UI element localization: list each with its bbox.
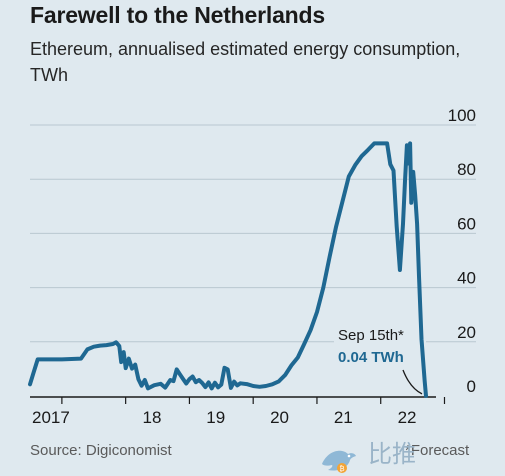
x-tick-label: 18 bbox=[143, 408, 162, 427]
bird-logo-icon: ₿ bbox=[322, 450, 356, 473]
x-tick-label: 21 bbox=[334, 408, 353, 427]
y-tick-label: 100 bbox=[448, 106, 476, 125]
source-note: Source: Digiconomist bbox=[30, 442, 172, 459]
y-tick-label: 0 bbox=[467, 377, 476, 396]
y-tick-label: 80 bbox=[457, 160, 476, 179]
annotation-leader-line bbox=[402, 369, 423, 395]
x-tick-label: 2017 bbox=[32, 408, 70, 427]
forecast-note: *Forecast bbox=[405, 442, 470, 459]
chart-subtitle: Ethereum, annualised estimated energy co… bbox=[30, 39, 461, 85]
watermark-text: 比推 bbox=[368, 440, 416, 468]
annotation-date: Sep 15th* bbox=[338, 327, 404, 344]
series-line bbox=[28, 141, 428, 398]
y-tick-label: 60 bbox=[457, 214, 476, 233]
annotation-backdrop bbox=[334, 322, 426, 370]
y-tick-label: 20 bbox=[457, 323, 476, 342]
x-tick-label: 22 bbox=[398, 408, 417, 427]
x-tick-label: 20 bbox=[270, 408, 289, 427]
x-tick-label: 19 bbox=[206, 408, 225, 427]
annotation-value: 0.04 TWh bbox=[338, 349, 404, 366]
svg-text:₿: ₿ bbox=[339, 465, 344, 473]
chart-title: Farewell to the Netherlands bbox=[30, 2, 325, 28]
y-tick-label: 40 bbox=[457, 269, 476, 288]
